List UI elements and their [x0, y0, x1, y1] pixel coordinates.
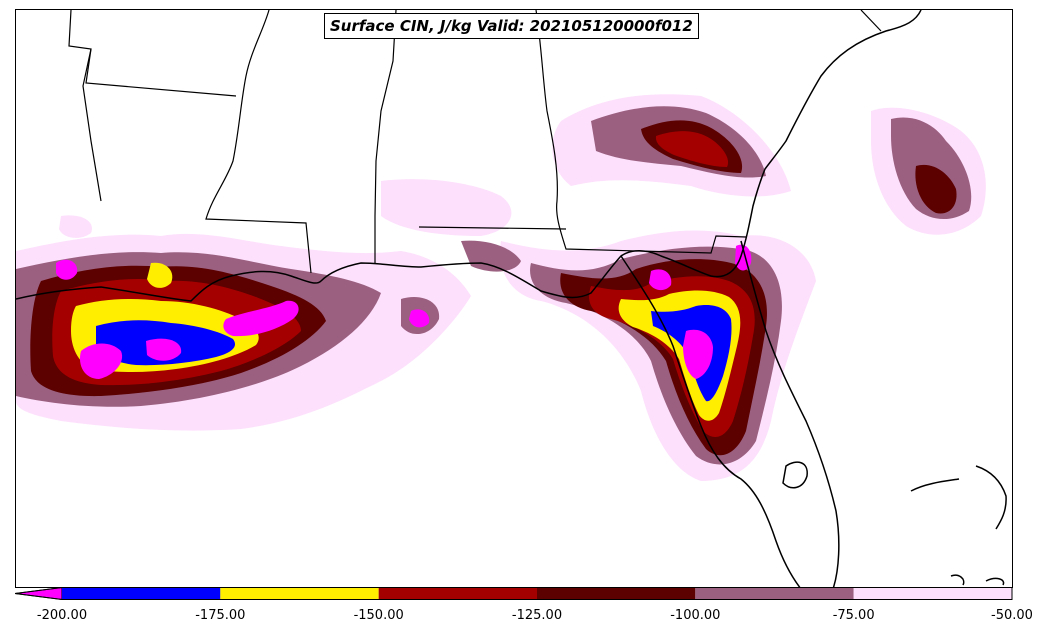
colorbar-tick-label: -125.00: [511, 608, 563, 623]
colorbar-bin-2: [378, 587, 537, 600]
colorbar-tick-label: -100.00: [670, 608, 721, 623]
colorbar-tick-label: -175.00: [195, 608, 246, 623]
colorbar-tick-label: -150.00: [353, 608, 404, 623]
colorbar-outline: [15, 587, 1013, 600]
map-panel: [15, 9, 1013, 588]
colorbar-tick-label: -75.00: [832, 608, 875, 623]
state-borders: [68, 10, 882, 274]
colorbar-bin-1: [220, 587, 379, 600]
colorbar-underflow-triangle: [15, 587, 63, 600]
map-title: Surface CIN, J/kg Valid: 202105120000f01…: [324, 13, 699, 39]
colorbar-tick-label: -50.00: [991, 608, 1033, 623]
cin-layer-below-200: [56, 244, 752, 379]
coastlines: [16, 10, 1007, 587]
colorbar-bin-4: [695, 587, 854, 600]
colorbar-tick-label: -200.00: [36, 608, 88, 623]
map-canvas: [16, 10, 1007, 587]
colorbar-bin-0: [62, 587, 221, 600]
colorbar: [15, 587, 1013, 600]
colorbar-bin-3: [537, 587, 696, 600]
colorbar-bin-5: [853, 587, 1012, 600]
